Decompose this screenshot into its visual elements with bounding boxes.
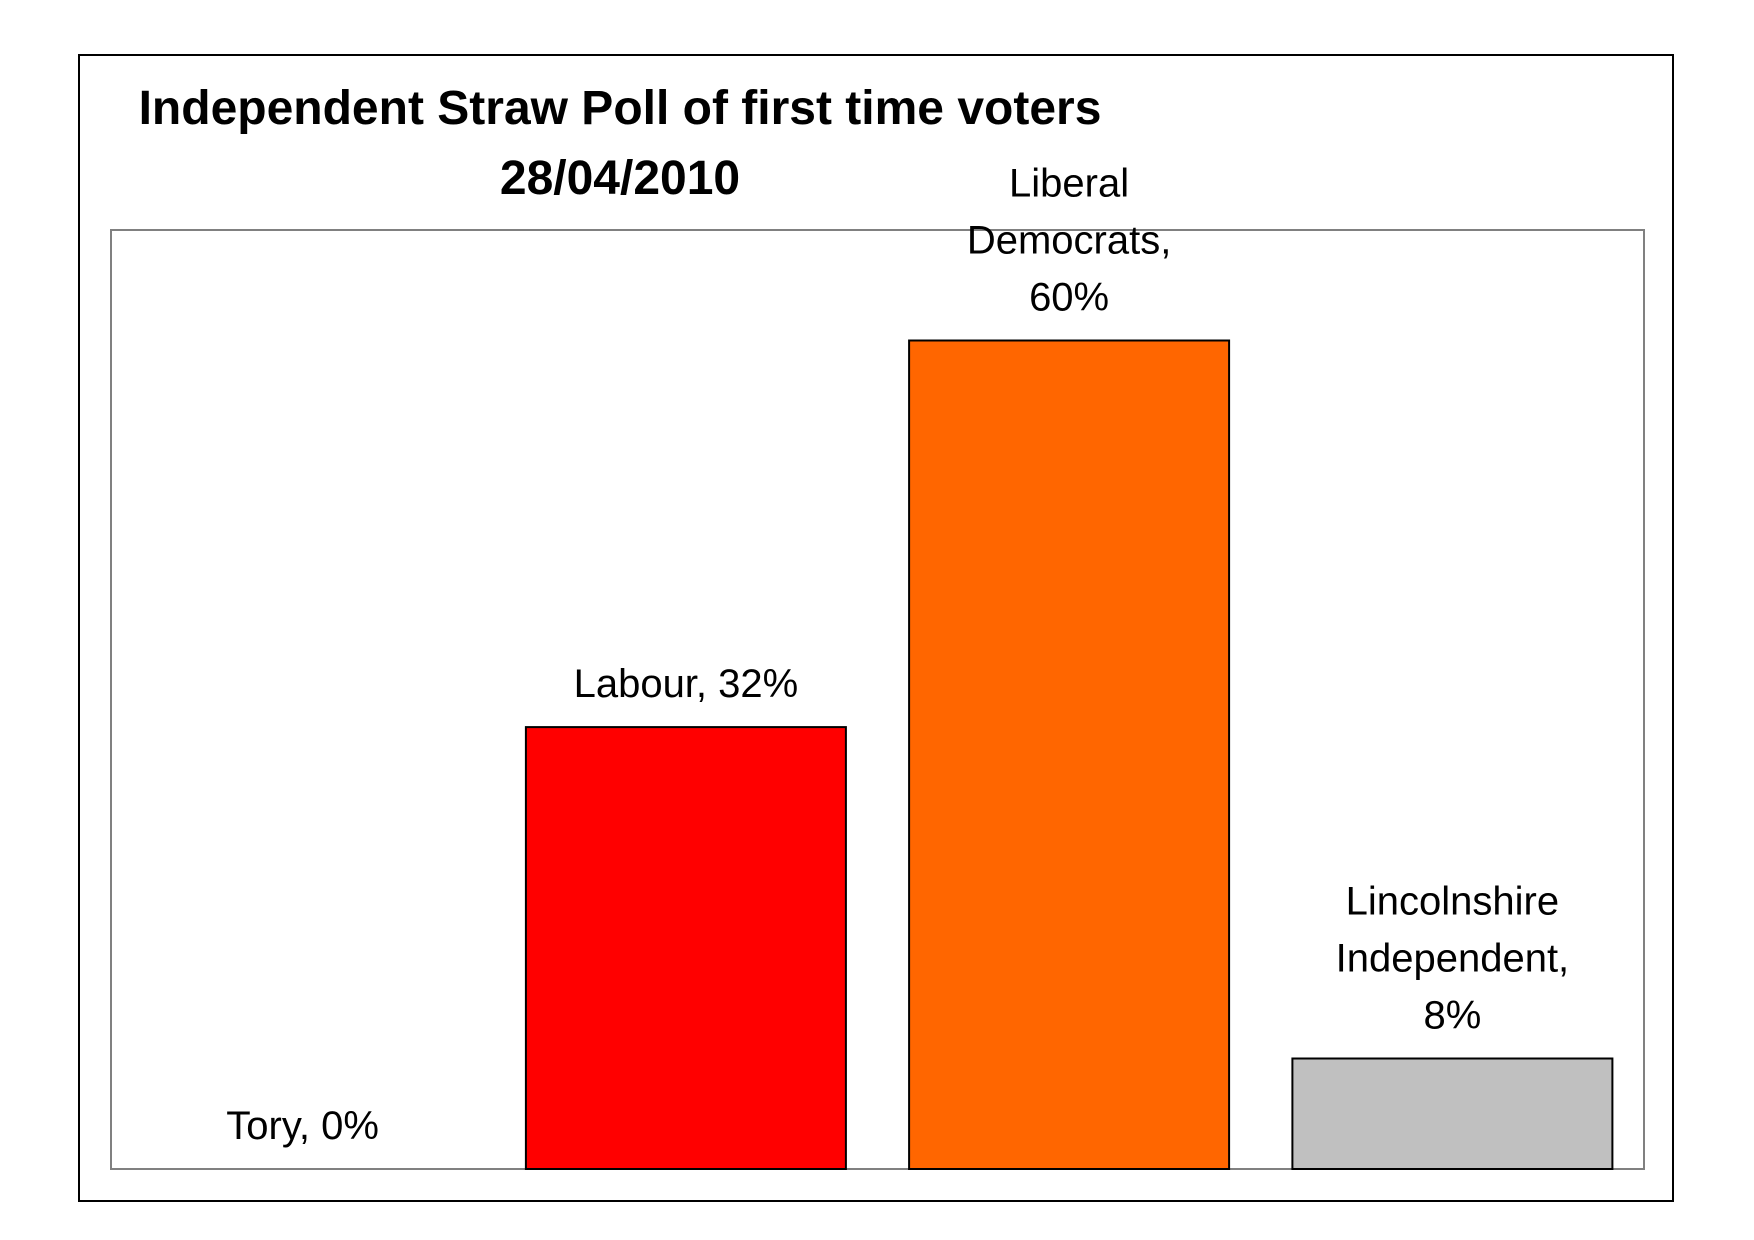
plot-area [110, 229, 1645, 1170]
chart-title-line: Independent Straw Poll of first time vot… [138, 82, 1102, 135]
data-label-labour: Labour, 32% [574, 662, 799, 706]
bar-liberal-democrats [908, 339, 1231, 1170]
data-label-liberal-democrats: Liberal [1009, 162, 1129, 206]
data-label-tory: Tory, 0% [226, 1104, 379, 1148]
bars-layer [524, 339, 1614, 1170]
chart-subtitle-line: 28/04/2010 [499, 152, 741, 205]
data-label-liberal-democrats: 60% [1029, 276, 1109, 320]
data-labels-layer: Tory, 0% Labour, 32% Liberal Democrats, 60% L… [226, 162, 1569, 1149]
data-label-lincolnshire-independent: 8% [1423, 994, 1481, 1038]
data-label-lincolnshire-independent: Independent, [1336, 937, 1570, 981]
data-label-lincolnshire-independent: Lincolnshire [1346, 880, 1559, 924]
bar-lincolnshire-independent [1291, 1057, 1614, 1170]
data-label-liberal-democrats: Democrats, [967, 219, 1172, 263]
bar-labour [524, 726, 847, 1170]
chart-title: Independent Straw Poll of first time vot… [90, 74, 1150, 214]
